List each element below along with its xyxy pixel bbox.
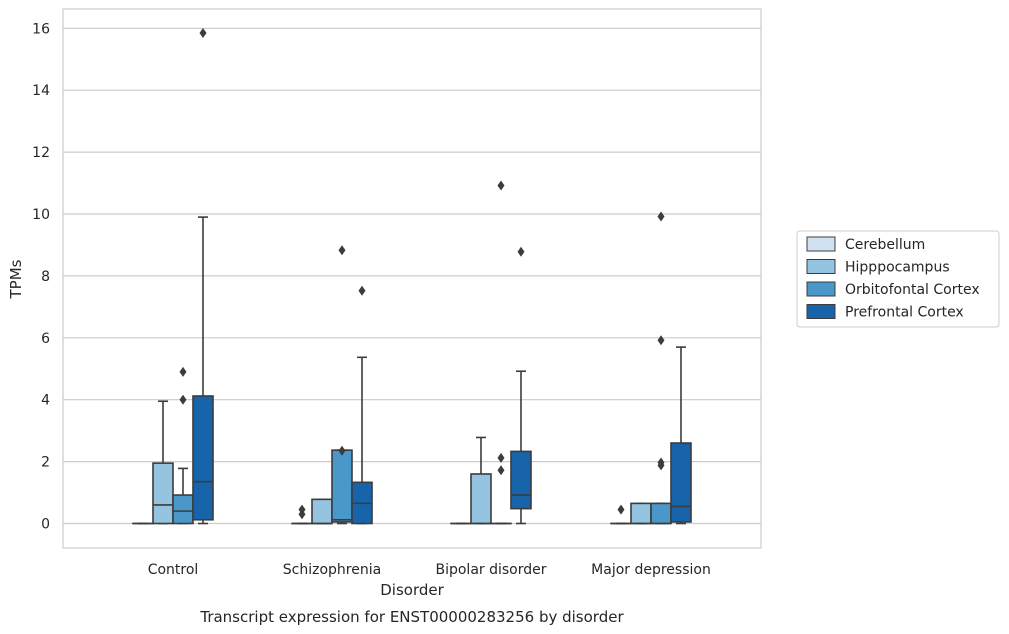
outlier-point — [657, 211, 665, 222]
box-group — [610, 504, 632, 525]
legend-label: Prefrontal Cortex — [845, 305, 964, 321]
box — [331, 449, 353, 523]
outlier-point — [298, 504, 306, 515]
box-group — [311, 498, 333, 525]
legend-swatch — [806, 259, 836, 274]
box — [152, 462, 174, 525]
outlier-point — [179, 366, 187, 377]
outlier-point — [517, 246, 525, 257]
box-group — [192, 27, 214, 525]
legend-swatch — [806, 304, 836, 319]
box-group — [351, 285, 373, 525]
box — [172, 494, 194, 525]
y-tick-label: 2 — [41, 455, 50, 471]
x-tick-label: Major depression — [591, 562, 711, 578]
legend-swatch — [806, 281, 836, 297]
legend-frame — [796, 230, 1000, 328]
x-axis-title: Disorder — [380, 581, 444, 599]
grid-lines — [63, 27, 761, 525]
box-group — [670, 346, 692, 525]
x-tick-label: Schizophrenia — [283, 562, 381, 578]
legend-swatch — [806, 236, 836, 252]
box — [630, 502, 652, 525]
chart-caption: Transcript expression for ENST0000028325… — [199, 608, 624, 626]
box — [470, 473, 492, 525]
box-group — [331, 245, 353, 525]
box-group — [510, 246, 532, 525]
legend-label: Orbitofontal Cortex — [845, 282, 980, 298]
box-group — [172, 366, 194, 525]
outlier-point — [497, 180, 505, 191]
x-tick-label: Control — [148, 562, 199, 578]
y-tick-label: 0 — [41, 517, 50, 533]
box — [650, 502, 672, 525]
y-tick-label: 6 — [41, 331, 50, 347]
outlier-point — [358, 285, 366, 296]
outlier-point — [657, 335, 665, 346]
y-axis-title: TPMs — [7, 259, 25, 299]
y-tick-label: 8 — [41, 269, 50, 285]
box-group — [650, 211, 672, 525]
legend-label: Cerebellum — [845, 237, 925, 253]
box — [311, 498, 333, 525]
box-group — [470, 436, 492, 525]
outlier-point — [657, 457, 665, 468]
outlier-point — [338, 245, 346, 256]
outlier-point — [497, 465, 505, 476]
box-groups — [132, 27, 692, 525]
box — [510, 450, 532, 510]
x-tick-labels: Control Schizophrenia Bipolar disorder Majo… — [148, 562, 711, 578]
box — [670, 442, 692, 523]
box-group — [152, 400, 174, 525]
outlier-point — [497, 452, 505, 463]
y-tick-label: 14 — [32, 83, 50, 99]
legend: Cerebellum Hipppocampus Orbitofontal Corte… — [796, 230, 1000, 328]
outlier-point — [338, 445, 346, 456]
box-group — [630, 502, 652, 525]
plot-area-frame — [62, 8, 762, 549]
legend-label: Hipppocampus — [845, 260, 950, 276]
x-tick-label: Bipolar disorder — [435, 562, 546, 578]
outlier-point — [199, 27, 207, 38]
y-tick-label: 10 — [32, 207, 50, 223]
outlier-point — [617, 504, 625, 515]
box — [192, 395, 214, 521]
y-tick-labels: 0 2 4 6 8 10 12 14 16 — [32, 21, 50, 532]
y-tick-label: 16 — [32, 21, 50, 37]
box-group — [490, 180, 512, 525]
box-group — [291, 504, 313, 525]
y-tick-label: 12 — [32, 145, 50, 161]
outlier-point — [179, 394, 187, 405]
y-tick-label: 4 — [41, 393, 50, 409]
